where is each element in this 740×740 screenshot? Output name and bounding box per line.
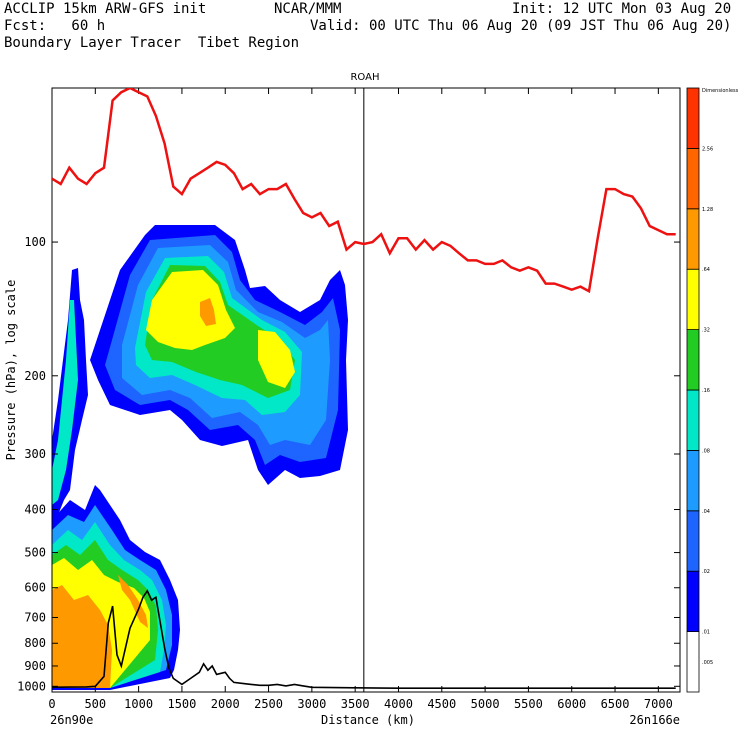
header-line3-left: Boundary Layer Tracer Tibet Region <box>4 35 300 51</box>
upper-plume-level-6 <box>146 270 235 350</box>
upper-plume-level-6b <box>258 330 295 388</box>
x-tick-label: 5500 <box>514 697 543 711</box>
colorbar-swatch <box>686 329 700 391</box>
colorbar-swatch <box>686 268 700 331</box>
colorbar-label: .005 <box>702 660 713 666</box>
header-line2-right: Valid: 00 UTC Thu 06 Aug 20 (09 JST Thu … <box>310 18 732 34</box>
colorbar-swatch <box>686 510 700 572</box>
x-tick-label: 1500 <box>167 697 196 711</box>
colorbar-swatch <box>686 389 700 451</box>
colorbar-label: .64 <box>702 267 710 273</box>
plot-frame <box>51 87 681 693</box>
column-plume-level-2 <box>52 300 78 505</box>
terrain-line <box>52 589 676 690</box>
colorbar-label: .32 <box>702 328 710 334</box>
x-tick-label: 5000 <box>471 697 500 711</box>
x-tick-label: 2000 <box>211 697 240 711</box>
x-endpoint-right: 26n166e <box>629 713 680 727</box>
header-line2-left: Fcst: 60 h <box>4 18 106 34</box>
header-line1-left: ACCLIP 15km ARW-GFS init <box>4 1 207 17</box>
y-tick-label: 700 <box>24 610 46 624</box>
x-tick-label: 6500 <box>601 697 630 711</box>
colorbar-label: 1.28 <box>702 207 713 213</box>
colorbar-swatch <box>686 631 700 693</box>
tracer-contours <box>52 225 348 690</box>
x-tick-label: 6000 <box>557 697 586 711</box>
lower-plume-level-6b <box>118 575 148 628</box>
colorbar-label: .16 <box>702 388 710 394</box>
colorbar-swatch <box>686 570 700 633</box>
x-tick-label: 4500 <box>427 697 456 711</box>
y-axis-label: Pressure (hPa), log scale <box>4 280 18 461</box>
colorbar-label: .02 <box>702 569 710 575</box>
x-tick-label: 4000 <box>384 697 413 711</box>
colorbar-swatch <box>686 147 700 210</box>
y-tick-label: 400 <box>24 503 46 517</box>
colorbar-label: .04 <box>702 509 710 515</box>
y-tick-label: 100 <box>24 235 46 249</box>
upper-plume-level-7 <box>200 298 216 326</box>
colorbar-label: .01 <box>702 630 710 636</box>
y-tick-label: 500 <box>24 546 46 560</box>
colorbar-swatch <box>686 449 700 512</box>
y-tick-label: 200 <box>24 369 46 383</box>
y-tick-label: 800 <box>24 636 46 650</box>
colorbar-swatch <box>686 87 700 149</box>
x-axis-label: Distance (km) <box>321 713 415 727</box>
header-line1-right: Init: 12 UTC Mon 03 Aug 20 <box>512 1 732 17</box>
colorbar: .005 .01 .02 .04 .08 .16 .32 .64 1.28 2.56 Dimensi… <box>686 87 739 693</box>
y-axis: 100 200 300 400 500 600 700 800 900 1000 <box>17 235 680 693</box>
y-tick-label: 300 <box>24 447 46 461</box>
y-tick-label: 900 <box>24 659 46 673</box>
x-tick-label: 2500 <box>254 697 283 711</box>
x-endpoint-left: 26n90e <box>50 713 93 727</box>
x-tick-label: 3000 <box>297 697 326 711</box>
x-tick-label: 500 <box>84 697 106 711</box>
header-line1-mid: NCAR/MMM <box>274 1 342 17</box>
colorbar-title: Dimensionless <box>702 88 739 94</box>
colorbar-label: 2.56 <box>702 146 713 152</box>
colorbar-label: .08 <box>702 448 710 454</box>
x-axis: 0 500 1000 1500 2000 2500 3000 3500 4000 4500 5000… <box>48 88 673 711</box>
x-tick-label: 7000 <box>644 697 673 711</box>
colorbar-swatch <box>686 208 700 270</box>
x-tick-label: 1000 <box>124 697 153 711</box>
x-tick-label: 0 <box>48 697 55 711</box>
lower-plume-level-6 <box>52 585 112 688</box>
tropopause-line <box>52 88 676 294</box>
panel-title: ROAH <box>350 72 379 83</box>
x-tick-label: 3500 <box>341 697 370 711</box>
y-tick-label: 600 <box>24 581 46 595</box>
y-tick-label: 1000 <box>17 679 46 693</box>
